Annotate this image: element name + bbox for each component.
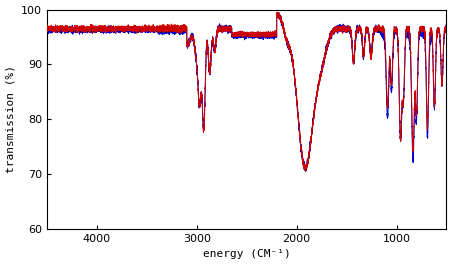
X-axis label: energy (CM⁻¹): energy (CM⁻¹) [202,249,290,259]
Y-axis label: transmission (%): transmission (%) [5,65,15,173]
